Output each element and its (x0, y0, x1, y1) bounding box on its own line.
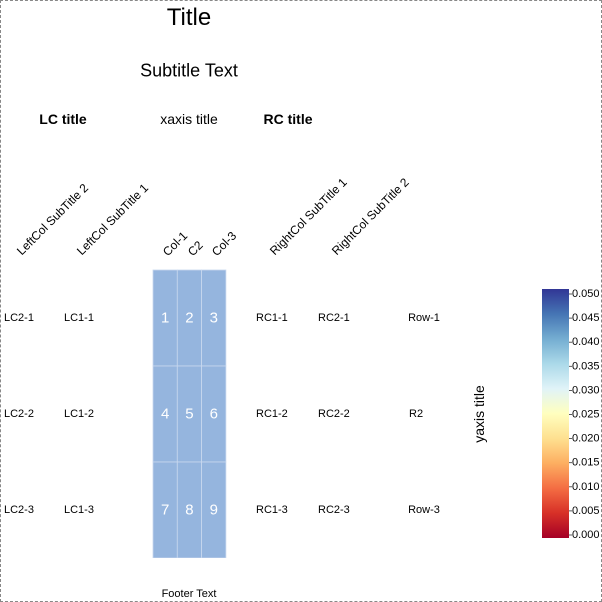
chart-title: Title (166, 4, 212, 31)
color-bar-tick-label: 0.020 (572, 433, 600, 445)
heatmap-cell-label-r3-c1: 7 (161, 502, 169, 519)
chart-subtitle: Subtitle Text (140, 60, 238, 81)
heatmap-cell-label-r1-c2: 2 (185, 310, 193, 327)
heatmap-cell-label-r2-c2: 5 (185, 406, 193, 423)
heatmap-cell-r1-c1 (152, 269, 178, 367)
color-bar-tick-label: 0.025 (572, 409, 600, 421)
left-label-r3-c2: LC1-3 (64, 504, 94, 516)
color-bar-tick-label: 0.005 (572, 505, 600, 517)
heatmap-cell-r3-c3 (201, 461, 227, 558)
left-label-r1-c1: LC2-1 (4, 312, 34, 324)
heatmap-cell-r2-c3 (201, 365, 227, 463)
color-bar-tick-label: 0.045 (572, 312, 600, 324)
heatmap-cell-label-r2-c3: 6 (210, 406, 218, 423)
right-label-r2-c1: RC1-2 (256, 408, 288, 420)
left-label-r2-c1: LC2-2 (4, 408, 34, 420)
left-label-r2-c2: LC1-2 (64, 408, 94, 420)
color-bar-tick-label: 0.050 (572, 288, 600, 300)
heatmap-cell-label-r3-c3: 9 (210, 502, 218, 519)
color-bar-tick-label: 0.010 (572, 481, 600, 493)
row-label-1: Row-1 (408, 312, 440, 324)
color-bar-legend: 0.050 0.045 0.040 0.035 0.030 0.025 0.020 0.015… (542, 288, 600, 541)
right-col-title: RC title (263, 111, 313, 127)
color-bar-tick-label: 0.035 (572, 360, 600, 372)
color-bar-tick-label: 0.030 (572, 384, 600, 396)
left-label-r3-c1: LC2-3 (4, 504, 34, 516)
color-bar-tick-label: 0.015 (572, 457, 600, 469)
heatmap-cell-label-r1-c1: 1 (161, 310, 169, 327)
left-col-title: LC title (39, 111, 87, 127)
row-label-2: R2 (409, 408, 424, 420)
x-axis-title: xaxis title (160, 111, 218, 127)
heatmap-cell-r1-c3 (201, 269, 227, 367)
left-label-r1-c2: LC1-1 (64, 312, 94, 324)
column-label-3: Col-3 (209, 228, 240, 259)
footer-text: Footer Text (161, 588, 217, 600)
column-label-2: C2 (185, 238, 206, 259)
right-label-r1-c1: RC1-1 (256, 312, 288, 324)
heatmap-cell-label-r1-c3: 3 (210, 310, 218, 327)
right-label-r3-c2: RC2-3 (318, 504, 350, 516)
right-label-r3-c1: RC1-3 (256, 504, 288, 516)
heatmap-cell-r1-c2 (176, 269, 202, 367)
color-bar-tick-label: 0.040 (572, 336, 600, 348)
right-label-r1-c2: RC2-1 (318, 312, 350, 324)
right-label-r2-c2: RC2-2 (318, 408, 350, 420)
column-label-1: Col-1 (160, 228, 191, 259)
y-axis-title: yaxis title (471, 385, 487, 443)
heatmap-cell-label-r2-c1: 4 (161, 406, 169, 423)
color-bar-tick-label: 0.000 (572, 529, 600, 541)
heatmap-cell-label-r3-c2: 8 (185, 502, 193, 519)
heatmap: 1 2 3 4 5 6 7 8 9 (152, 269, 227, 558)
color-bar (542, 289, 569, 538)
row-label-3: Row-3 (408, 504, 440, 516)
